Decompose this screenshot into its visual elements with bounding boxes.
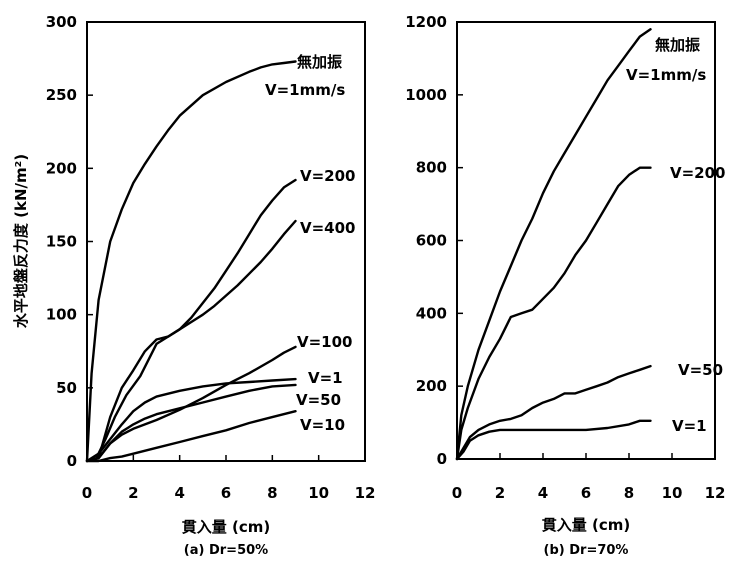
x-tick-label: 12	[355, 484, 376, 502]
series-line	[455, 166, 652, 461]
series-label: V=1mm/s	[265, 81, 345, 99]
y-axis-title-a: 水平地盤反力度 (kN/m²)	[12, 154, 30, 328]
series-label: V=50	[296, 391, 341, 409]
x-tick-label: 4	[174, 484, 184, 502]
series-label: V=50	[678, 361, 723, 379]
series-label: 無加振	[655, 36, 700, 54]
series-line	[85, 377, 297, 463]
x-tick-label: 0	[82, 484, 92, 502]
series-line	[85, 178, 297, 463]
x-tick-label: 2	[495, 484, 505, 502]
x-tick-label: 6	[581, 484, 591, 502]
curve-labels-b: 無加振 V=1mm/s V=200 V=50 V=1	[626, 36, 726, 435]
x-tick-label: 12	[705, 484, 726, 502]
series-label: V=1mm/s	[626, 66, 706, 84]
y-tick-label: 1200	[405, 13, 447, 31]
y-tick-label: 300	[46, 13, 77, 31]
x-axis-title-a: 貫入量 (cm)	[182, 518, 270, 536]
y-tick-label: 100	[46, 306, 77, 324]
series-line	[85, 410, 297, 463]
x-axis-title-b: 貫入量 (cm)	[542, 516, 630, 534]
curves-b	[455, 28, 652, 461]
x-tick-label: 10	[662, 484, 683, 502]
x-tick-label: 0	[452, 484, 462, 502]
x-tick-label: 6	[221, 484, 231, 502]
series-line	[85, 60, 297, 463]
series-label: V=1	[672, 417, 707, 435]
y-tick-label: 200	[416, 377, 447, 395]
chart-panel-a: 0 50 100 150 200 250 300 0 2 4 6 8 10 12 無加振 V=1mm/s V=…	[12, 13, 375, 558]
x-tick-label: 8	[624, 484, 634, 502]
series-line	[85, 383, 297, 463]
series-label: 無加振	[297, 53, 342, 71]
series-line	[85, 345, 297, 463]
x-tick-label: 2	[128, 484, 138, 502]
y-tick-label: 0	[437, 450, 447, 468]
series-label: V=200	[300, 167, 356, 185]
ticks-b: 0 200 400 600 800 1000 1200 0 2 4 6 8 10 12	[405, 13, 725, 502]
series-label: V=200	[670, 164, 726, 182]
y-tick-label: 600	[416, 232, 447, 250]
caption-b: (b) Dr=70%	[544, 543, 629, 558]
curve-labels-a: 無加振 V=1mm/s V=200 V=400 V=100 V=1 V=50 V=10	[265, 53, 356, 434]
y-tick-label: 0	[67, 452, 77, 470]
x-tick-label: 8	[267, 484, 277, 502]
series-label: V=10	[300, 416, 345, 434]
series-line	[455, 419, 652, 461]
x-tick-label: 4	[538, 484, 548, 502]
series-label: V=100	[297, 333, 353, 351]
series-label: V=400	[300, 219, 356, 237]
y-tick-label: 250	[46, 86, 77, 104]
y-tick-label: 800	[416, 159, 447, 177]
series-line	[85, 219, 297, 463]
y-tick-label: 1000	[405, 86, 447, 104]
series-line	[455, 364, 652, 461]
caption-a: (a) Dr=50%	[184, 543, 268, 558]
chart-panel-b: 0 200 400 600 800 1000 1200 0 2 4 6 8 10 12 無加振 V=1mm/…	[405, 13, 725, 558]
curves-a	[85, 60, 297, 463]
y-tick-label: 400	[416, 304, 447, 322]
y-tick-label: 150	[46, 233, 77, 251]
y-tick-label: 200	[46, 159, 77, 177]
series-label: V=1	[308, 369, 343, 387]
y-tick-label: 50	[56, 379, 77, 397]
ticks-a: 0 50 100 150 200 250 300 0 2 4 6 8 10 12	[46, 13, 376, 502]
series-line	[455, 28, 652, 461]
x-tick-label: 10	[308, 484, 329, 502]
